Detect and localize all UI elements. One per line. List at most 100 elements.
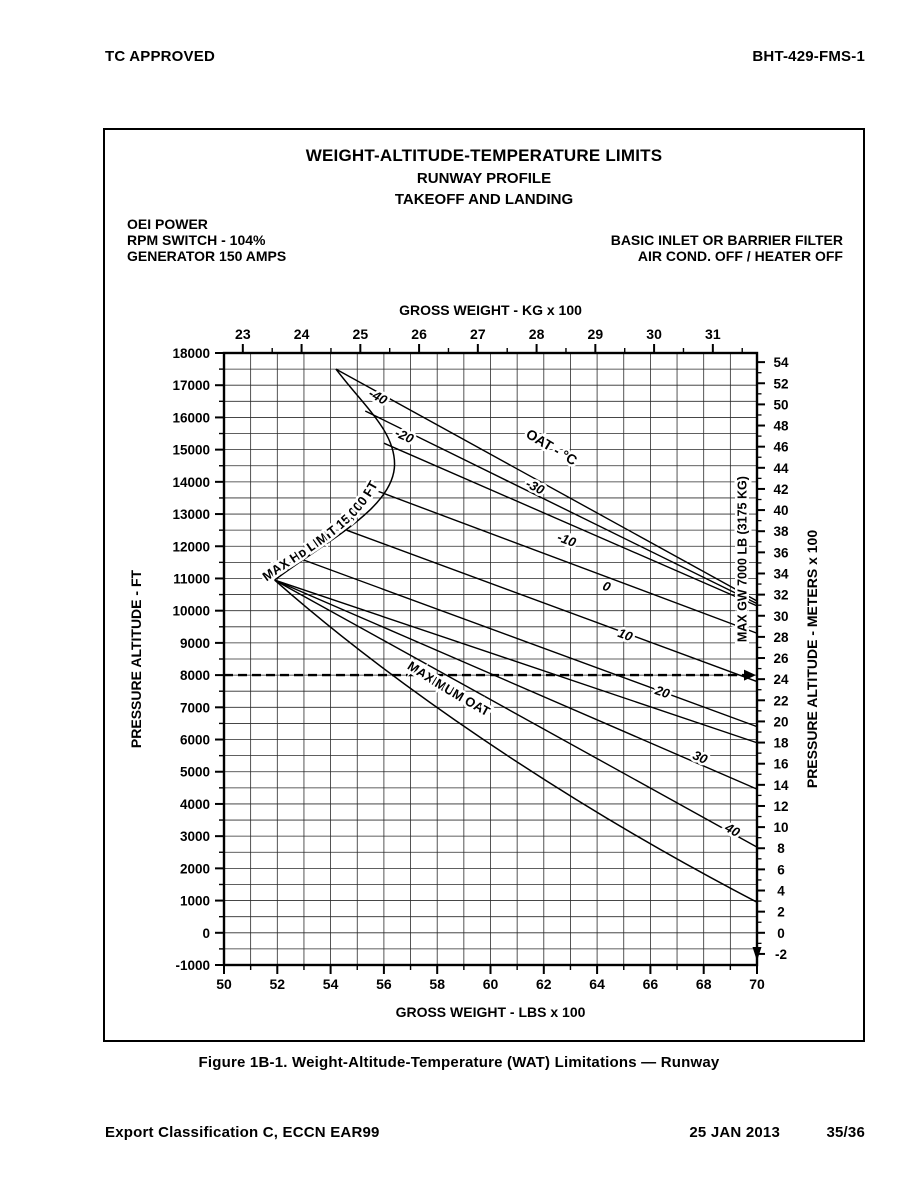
svg-text:20: 20 xyxy=(652,682,672,701)
svg-text:8: 8 xyxy=(777,841,785,856)
svg-text:22: 22 xyxy=(773,693,788,708)
svg-text:1000: 1000 xyxy=(180,894,210,909)
svg-text:58: 58 xyxy=(429,976,445,992)
svg-text:25: 25 xyxy=(353,326,369,342)
svg-text:30: 30 xyxy=(691,747,711,767)
svg-text:30: 30 xyxy=(773,609,788,624)
svg-text:60: 60 xyxy=(483,976,499,992)
svg-text:10000: 10000 xyxy=(172,604,210,619)
svg-text:-20: -20 xyxy=(393,425,417,447)
svg-text:56: 56 xyxy=(376,976,392,992)
svg-text:62: 62 xyxy=(536,976,552,992)
svg-text:28: 28 xyxy=(529,326,545,342)
svg-text:26: 26 xyxy=(773,651,789,666)
svg-text:6: 6 xyxy=(777,862,785,877)
svg-text:24: 24 xyxy=(294,326,310,342)
svg-text:10: 10 xyxy=(773,820,788,835)
svg-text:36: 36 xyxy=(773,545,789,560)
svg-text:PRESSURE ALTITUDE - METERS x: PRESSURE ALTITUDE - METERS x 100 xyxy=(804,530,820,788)
header-approval-text: TC APPROVED xyxy=(105,48,215,65)
svg-text:64: 64 xyxy=(589,976,605,992)
svg-text:16: 16 xyxy=(773,757,789,772)
svg-text:29: 29 xyxy=(588,326,604,342)
svg-text:50: 50 xyxy=(216,976,232,992)
svg-text:50: 50 xyxy=(773,397,788,412)
svg-text:52: 52 xyxy=(773,376,788,391)
footer-page-number: 35/36 xyxy=(826,1124,865,1141)
svg-text:46: 46 xyxy=(773,440,789,455)
svg-text:0: 0 xyxy=(777,926,785,941)
svg-text:GROSS WEIGHT - LBS x 100: GROSS WEIGHT - LBS x 100 xyxy=(396,1004,586,1020)
svg-text:54: 54 xyxy=(323,976,339,992)
header-document-number: BHT-429-FMS-1 xyxy=(752,48,865,65)
svg-text:12: 12 xyxy=(773,799,788,814)
svg-text:GROSS WEIGHT - KG x 100: GROSS WEIGHT - KG x 100 xyxy=(399,302,582,318)
svg-text:6000: 6000 xyxy=(180,733,210,748)
svg-text:42: 42 xyxy=(773,482,788,497)
svg-text:44: 44 xyxy=(773,461,789,476)
svg-text:MAX GW 7000 LB (3175 KG): MAX GW 7000 LB (3175 KG) xyxy=(735,476,749,642)
svg-text:-10: -10 xyxy=(555,529,579,550)
svg-text:10: 10 xyxy=(616,625,635,644)
footer-export-classification: Export Classification C, ECCN EAR99 xyxy=(105,1124,380,1141)
svg-text:MAXIMUM OAT: MAXIMUM OAT xyxy=(405,658,493,719)
svg-text:18: 18 xyxy=(773,736,789,751)
wat-chart-area: -40 -30 -20 -10 0 10 20 30 40 MAX Hᴅ LIMIT 15,000… xyxy=(105,267,867,1042)
svg-text:17000: 17000 xyxy=(172,378,210,393)
condition-inlet: BASIC INLET OR BARRIER FILTER xyxy=(610,232,843,248)
svg-text:MAX Hᴅ LIMIT 15,000 FT: MAX Hᴅ LIMIT 15,000 FT xyxy=(260,478,381,584)
conditions-left-block: OEI POWER RPM SWITCH - 104% GENERATOR 15… xyxy=(127,216,286,264)
svg-text:54: 54 xyxy=(773,355,789,370)
svg-text:13000: 13000 xyxy=(172,507,210,522)
footer-date: 25 JAN 2013 xyxy=(689,1124,780,1141)
svg-text:15000: 15000 xyxy=(172,443,210,458)
svg-text:3000: 3000 xyxy=(180,829,210,844)
condition-rpm: RPM SWITCH - 104% xyxy=(127,232,266,248)
svg-text:11000: 11000 xyxy=(173,571,210,586)
svg-text:-1000: -1000 xyxy=(175,958,210,973)
condition-power: OEI POWER xyxy=(127,216,208,232)
chart-subtitle-phase: TAKEOFF AND LANDING xyxy=(394,191,574,208)
svg-text:23: 23 xyxy=(235,326,251,342)
svg-text:31: 31 xyxy=(705,326,721,342)
figure-caption: Figure 1B-1. Weight-Altitude-Temperature… xyxy=(198,1054,720,1071)
svg-text:4: 4 xyxy=(777,884,785,899)
svg-text:2000: 2000 xyxy=(180,861,210,876)
svg-text:-40: -40 xyxy=(366,385,390,408)
svg-text:27: 27 xyxy=(470,326,486,342)
svg-text:66: 66 xyxy=(643,976,659,992)
svg-text:18000: 18000 xyxy=(172,346,210,361)
svg-text:8000: 8000 xyxy=(180,668,210,683)
svg-text:32: 32 xyxy=(773,588,788,603)
svg-text:7000: 7000 xyxy=(180,700,210,715)
svg-text:9000: 9000 xyxy=(180,636,210,651)
svg-text:12000: 12000 xyxy=(172,539,210,554)
conditions-right-block: BASIC INLET OR BARRIER FILTER AIR COND. … xyxy=(611,232,843,264)
svg-text:24: 24 xyxy=(773,672,789,687)
svg-text:5000: 5000 xyxy=(180,765,210,780)
svg-text:0: 0 xyxy=(601,578,614,595)
svg-text:14000: 14000 xyxy=(172,475,210,490)
chart-title: WEIGHT-ALTITUDE-TEMPERATURE LIMITS xyxy=(305,146,663,165)
svg-text:26: 26 xyxy=(411,326,427,342)
svg-text:PRESSURE ALTITUDE - FT: PRESSURE ALTITUDE - FT xyxy=(128,570,144,749)
svg-text:70: 70 xyxy=(749,976,765,992)
svg-text:16000: 16000 xyxy=(172,410,210,425)
svg-text:OAT - °C: OAT - °C xyxy=(523,426,580,469)
svg-text:0: 0 xyxy=(202,926,210,941)
svg-text:68: 68 xyxy=(696,976,712,992)
svg-text:40: 40 xyxy=(773,503,788,518)
svg-text:14: 14 xyxy=(773,778,789,793)
condition-aircond: AIR COND. OFF / HEATER OFF xyxy=(637,248,843,264)
svg-text:34: 34 xyxy=(773,566,789,581)
svg-text:4000: 4000 xyxy=(180,797,210,812)
condition-generator: GENERATOR 150 AMPS xyxy=(127,248,287,264)
svg-text:2: 2 xyxy=(777,905,785,920)
svg-text:48: 48 xyxy=(773,419,789,434)
figure-border-box: WEIGHT-ALTITUDE-TEMPERATURE LIMITS RUNWA… xyxy=(103,128,865,1042)
svg-text:38: 38 xyxy=(773,524,789,539)
chart-subtitle-profile: RUNWAY PROFILE xyxy=(416,170,552,187)
svg-text:30: 30 xyxy=(646,326,662,342)
svg-text:20: 20 xyxy=(773,714,788,729)
